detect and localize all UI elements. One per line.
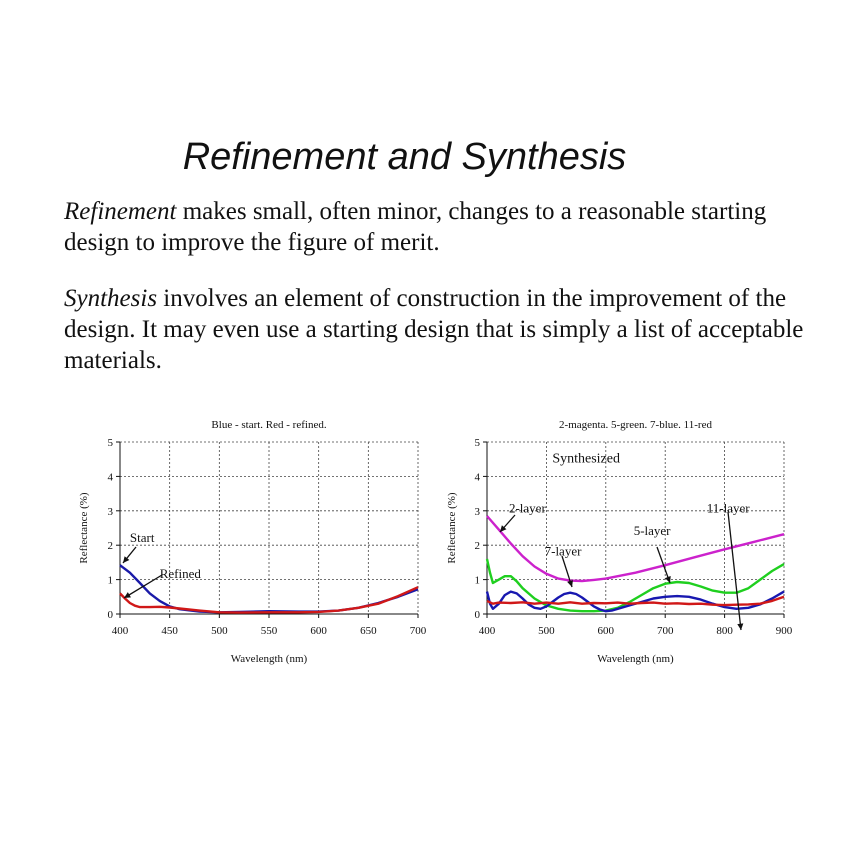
chart2-annotation-arrowhead <box>664 576 671 583</box>
chart2-y-tick-label: 4 <box>475 471 481 483</box>
chart1-y-axis-label: Reflectance (%) <box>78 492 90 563</box>
synthesis-paragraph: Synthesis involves an element of constru… <box>64 283 824 376</box>
chart1-annotation-arrow <box>123 574 163 599</box>
chart1-x-tick-label: 400 <box>112 625 129 637</box>
chart2-annotation-arrow <box>656 546 671 584</box>
chart2-y-tick-label: 0 <box>475 609 481 621</box>
chart2-annotation-arrowhead <box>500 525 507 532</box>
chart1-annotation: Refined <box>160 566 202 581</box>
chart2-annotation: Synthesized <box>552 452 620 467</box>
refinement-chart: Blue - start. Red - refined.400 450 500 550… <box>78 419 427 665</box>
chart1-y-tick-label: 5 <box>108 437 114 449</box>
chart1-x-axis-label: Wavelength (nm) <box>231 653 308 665</box>
synthesis-term: Synthesis <box>64 285 158 312</box>
refinement-text: makes small, often minor, changes to a r… <box>64 198 767 256</box>
chart1-x-tick-label: 500 <box>211 625 228 637</box>
chart2-y-tick-label: 3 <box>475 506 481 518</box>
chart1-annotation: Start <box>130 530 155 545</box>
chart2-x-tick-label: 800 <box>716 625 733 637</box>
chart2-annotation: 5-layer <box>634 523 671 538</box>
slide-title: Refinement and Synthesis <box>182 136 627 178</box>
chart2-annotation: 7-layer <box>545 544 582 559</box>
chart1-y-tick-label: 2 <box>108 540 114 552</box>
synthesis-text: involves an element of construction in t… <box>64 285 804 374</box>
chart2-x-tick-label: 500 <box>538 625 555 637</box>
refinement-paragraph: Refinement makes small, often minor, cha… <box>64 196 824 258</box>
chart1-y-tick-label: 0 <box>108 609 114 621</box>
chart2-x-tick-label: 400 <box>479 625 496 637</box>
chart1-x-tick-label: 650 <box>360 625 377 637</box>
chart1-y-tick-label: 4 <box>108 471 114 483</box>
chart2-annotation: 2-layer <box>509 501 546 516</box>
chart2-x-tick-label: 900 <box>776 625 793 637</box>
chart1-series-line-2 <box>119 586 419 614</box>
chart1-y-tick-label: 3 <box>108 506 114 518</box>
chart2-y-tick-label: 1 <box>475 575 481 587</box>
refinement-term: Refinement <box>64 198 177 225</box>
chart2-annotation: 11-layer <box>707 501 750 516</box>
chart2-annotation-arrowhead <box>737 623 744 630</box>
chart1-annotation-arrowhead <box>123 556 130 563</box>
chart2-x-axis-label: Wavelength (nm) <box>597 653 674 665</box>
chart2-title: 2-magenta. 5-green. 7-blue. 11-red <box>559 419 712 431</box>
chart1-y-tick-label: 1 <box>108 575 114 587</box>
chart2-series-line-2 <box>485 558 785 613</box>
chart2-x-tick-label: 700 <box>657 625 674 637</box>
chart1-annotation-arrowhead <box>124 592 131 598</box>
chart2-y-tick-label: 5 <box>475 437 481 449</box>
chart1-x-tick-label: 450 <box>161 625 178 637</box>
chart1-x-tick-label: 550 <box>261 625 278 637</box>
chart2-annotation-arrowhead <box>567 580 573 587</box>
synthesis-chart: 2-magenta. 5-green. 7-blue. 11-red 400 500… <box>446 419 793 665</box>
chart2-series-line-1 <box>486 515 785 583</box>
chart2-annotation-arrow <box>727 511 742 631</box>
chart2-y-tick-label: 2 <box>475 540 481 552</box>
chart2-x-tick-label: 600 <box>598 625 615 637</box>
chart2-series-line-4 <box>486 595 785 607</box>
chart1-x-tick-label: 700 <box>410 625 427 637</box>
chart1-title: Blue - start. Red - refined. <box>211 419 326 431</box>
chart2-y-axis-label: Reflectance (%) <box>446 492 458 563</box>
chart1-x-tick-label: 600 <box>310 625 327 637</box>
